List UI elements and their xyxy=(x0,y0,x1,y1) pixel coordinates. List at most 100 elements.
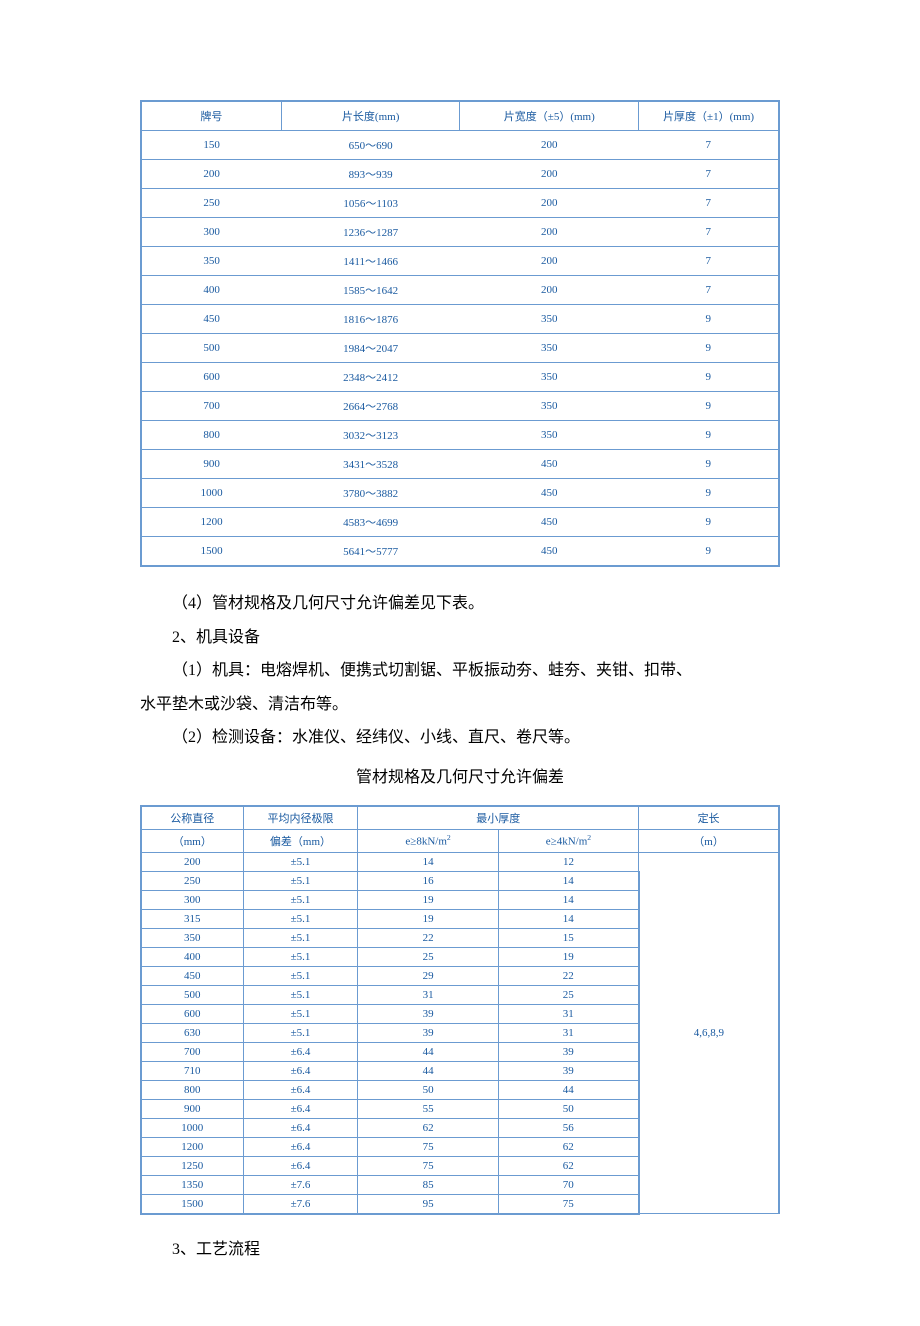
table1-cell: 9 xyxy=(639,334,779,363)
table2-cell: 25 xyxy=(358,947,498,966)
table2-cell: 62 xyxy=(498,1156,638,1175)
table2-cell: ±5.1 xyxy=(243,947,358,966)
table2-cell: 450 xyxy=(141,966,243,985)
table2-header-cell: （m） xyxy=(639,829,779,852)
table1-cell: 450 xyxy=(460,508,639,537)
table2-cell: 62 xyxy=(498,1137,638,1156)
table2-cell: 710 xyxy=(141,1061,243,1080)
table1-cell: 9 xyxy=(639,537,779,567)
table1-cell: 7 xyxy=(639,160,779,189)
table2-cell: 85 xyxy=(358,1175,498,1194)
table1-cell: 3780～3882 xyxy=(281,479,460,508)
spec-table-1: 牌号片长度(mm)片宽度（±5）(mm)片厚度（±1）(mm) 150650～6… xyxy=(140,100,780,567)
table2-cell: 1000 xyxy=(141,1118,243,1137)
table2-cell: 56 xyxy=(498,1118,638,1137)
table2-cell: ±5.1 xyxy=(243,909,358,928)
paragraph-2-1a: （1）机具：电熔焊机、便携式切割锯、平板振动夯、蛙夯、夹钳、扣带、 xyxy=(140,654,780,688)
table2-cell: 39 xyxy=(358,1004,498,1023)
table2-cell: ±6.4 xyxy=(243,1061,358,1080)
table2-cell: 44 xyxy=(358,1042,498,1061)
table1-cell: 9 xyxy=(639,450,779,479)
table1-header-cell: 片宽度（±5）(mm) xyxy=(460,101,639,131)
table2-caption: 管材规格及几何尺寸允许偏差 xyxy=(140,761,780,795)
table-row: 4501816～18763509 xyxy=(141,305,779,334)
table2-cell: 700 xyxy=(141,1042,243,1061)
table1-cell: 350 xyxy=(460,363,639,392)
section-2-heading: 2、机具设备 xyxy=(140,621,780,655)
table1-cell: 9 xyxy=(639,392,779,421)
table2-cell: ±6.4 xyxy=(243,1118,358,1137)
table1-cell: 7 xyxy=(639,276,779,305)
table-row: 5001984～20473509 xyxy=(141,334,779,363)
table1-cell: 200 xyxy=(141,160,281,189)
paragraph-2-1b: 水平垫木或沙袋、清洁布等。 xyxy=(140,688,780,722)
table2-cell: 1200 xyxy=(141,1137,243,1156)
table1-cell: 650～690 xyxy=(281,131,460,160)
table1-cell: 1500 xyxy=(141,537,281,567)
table2-cell: 75 xyxy=(498,1194,638,1214)
table1-cell: 3032～3123 xyxy=(281,421,460,450)
paragraph-2-2: （2）检测设备：水准仪、经纬仪、小线、直尺、卷尺等。 xyxy=(140,721,780,755)
table2-cell: 29 xyxy=(358,966,498,985)
table1-cell: 1816～1876 xyxy=(281,305,460,334)
table2-cell: ±6.4 xyxy=(243,1099,358,1118)
table2-header-cell: （mm） xyxy=(141,829,243,852)
table2-cell: 25 xyxy=(498,985,638,1004)
table1-cell: 450 xyxy=(460,479,639,508)
table1-cell: 350 xyxy=(460,392,639,421)
table1-cell: 350 xyxy=(141,247,281,276)
table1-cell: 9 xyxy=(639,305,779,334)
table2-header-cell: 平均内径极限 xyxy=(243,806,358,830)
table-row: 2501056～11032007 xyxy=(141,189,779,218)
table2-cell: 19 xyxy=(358,890,498,909)
document-body: （4）管材规格及几何尺寸允许偏差见下表。 2、机具设备 （1）机具：电熔焊机、便… xyxy=(140,587,780,795)
table2-cell: 250 xyxy=(141,871,243,890)
table2-cell: 31 xyxy=(498,1023,638,1042)
table1-cell: 700 xyxy=(141,392,281,421)
table2-cell: ±5.1 xyxy=(243,1023,358,1042)
table1-cell: 200 xyxy=(460,218,639,247)
table2-cell: ±5.1 xyxy=(243,871,358,890)
table1-cell: 1236～1287 xyxy=(281,218,460,247)
table1-cell: 9 xyxy=(639,479,779,508)
table2-cell: 39 xyxy=(498,1042,638,1061)
table1-cell: 800 xyxy=(141,421,281,450)
table1-cell: 150 xyxy=(141,131,281,160)
table1-cell: 900 xyxy=(141,450,281,479)
table1-cell: 7 xyxy=(639,189,779,218)
table2-header-cell: 公称直径 xyxy=(141,806,243,830)
table1-cell: 200 xyxy=(460,276,639,305)
table2-cell: 600 xyxy=(141,1004,243,1023)
table2-cell: 300 xyxy=(141,890,243,909)
table1-cell: 7 xyxy=(639,247,779,276)
table1-cell: 450 xyxy=(460,450,639,479)
table2-cell: ±5.1 xyxy=(243,985,358,1004)
table2-cell: 50 xyxy=(358,1080,498,1099)
table-row: 200893～9392007 xyxy=(141,160,779,189)
table-row: 9003431～35284509 xyxy=(141,450,779,479)
table1-cell: 400 xyxy=(141,276,281,305)
table2-cell: 315 xyxy=(141,909,243,928)
table-row: 200±5.114124,6,8,9 xyxy=(141,852,779,871)
document-body-after: 3、工艺流程 xyxy=(140,1233,780,1267)
table1-cell: 500 xyxy=(141,334,281,363)
table-row: 6002348～24123509 xyxy=(141,363,779,392)
table1-header-cell: 牌号 xyxy=(141,101,281,131)
table1-cell: 1200 xyxy=(141,508,281,537)
spec-table-2: 公称直径平均内径极限最小厚度定长（mm）偏差（mm）e≥8kN/m2e≥4kN/… xyxy=(140,805,780,1215)
table1-cell: 9 xyxy=(639,363,779,392)
table2-cell: ±5.1 xyxy=(243,966,358,985)
table1-header-cell: 片长度(mm) xyxy=(281,101,460,131)
table1-cell: 1585～1642 xyxy=(281,276,460,305)
table1-cell: 1984～2047 xyxy=(281,334,460,363)
table2-cell: ±7.6 xyxy=(243,1175,358,1194)
table2-cell: 39 xyxy=(358,1023,498,1042)
table1-cell: 2664～2768 xyxy=(281,392,460,421)
table2-cell: 39 xyxy=(498,1061,638,1080)
table1-cell: 200 xyxy=(460,160,639,189)
table2-cell: 31 xyxy=(498,1004,638,1023)
table2-cell: 50 xyxy=(498,1099,638,1118)
table2-cell: ±6.4 xyxy=(243,1042,358,1061)
section-3-heading: 3、工艺流程 xyxy=(140,1233,780,1267)
table2-cell: ±7.6 xyxy=(243,1194,358,1214)
